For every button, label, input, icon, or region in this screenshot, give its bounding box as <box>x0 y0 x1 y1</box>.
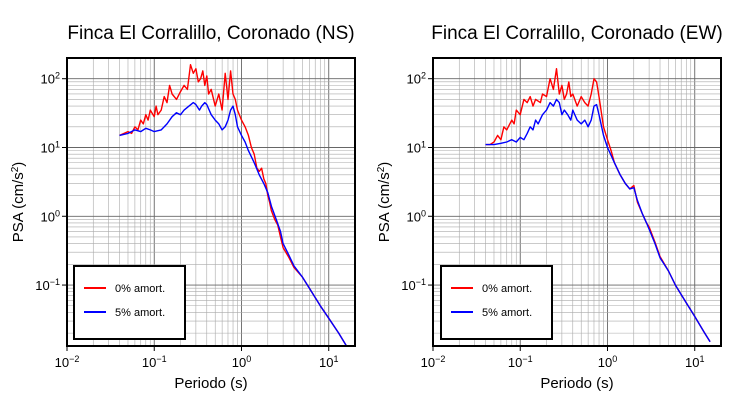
plot-frame <box>66 57 356 347</box>
chart-ew: Finca El Corralillo, Coronado (EW) 10−2 1… <box>376 23 723 392</box>
x-tick-label: 10−2 <box>55 354 80 370</box>
y-tick-label: 101 <box>41 139 60 155</box>
series-line <box>119 101 348 347</box>
y-tick-label: 102 <box>407 71 426 87</box>
chart-ns: Finca El Corralillo, Coronado (NS) 10−2 1… <box>10 23 356 392</box>
y-tick-label: 100 <box>41 208 60 224</box>
y-tick-label: 10−1 <box>401 277 426 293</box>
y-tick-label: 101 <box>407 139 426 155</box>
series-lines <box>119 63 348 347</box>
legend: 0% amort. 5% amort. <box>73 265 186 340</box>
y-tick-label: 102 <box>41 71 60 87</box>
x-tick-label: 10−1 <box>142 354 167 370</box>
tick-labels: 10−2 10−1 100 101 10−1 100 101 102 <box>401 71 704 370</box>
legend-box <box>73 265 186 340</box>
series-line <box>485 98 711 343</box>
chart-title: Finca El Corralillo, Coronado (EW) <box>431 23 722 44</box>
legend-label: 0% amort. <box>115 283 165 295</box>
x-axis-label: Periodo (s) <box>174 375 247 392</box>
series-line <box>119 63 348 347</box>
legend-box <box>440 265 553 340</box>
series-lines <box>485 67 711 343</box>
x-axis-label: Periodo (s) <box>540 375 613 392</box>
legend: 0% amort. 5% amort. <box>440 265 553 340</box>
plot-frame <box>432 57 722 347</box>
legend-label: 5% amort. <box>115 307 165 319</box>
x-tick-label: 101 <box>685 354 704 370</box>
x-tick-label: 100 <box>598 354 617 370</box>
x-tick-label: 10−1 <box>508 354 533 370</box>
y-axis-label: PSA (cm/s2) <box>10 162 28 243</box>
x-tick-label: 101 <box>319 354 338 370</box>
y-tick-label: 10−1 <box>35 277 60 293</box>
chart-title: Finca El Corralillo, Coronado (NS) <box>67 23 354 44</box>
y-axis-label: PSA (cm/s2) <box>376 162 394 243</box>
x-tick-label: 10−2 <box>421 354 446 370</box>
legend-label: 5% amort. <box>482 307 532 319</box>
tick-labels: 10−2 10−1 100 101 10−1 100 101 102 <box>35 71 338 370</box>
y-tick-label: 100 <box>407 208 426 224</box>
legend-label: 0% amort. <box>482 283 532 295</box>
x-tick-label: 100 <box>232 354 251 370</box>
